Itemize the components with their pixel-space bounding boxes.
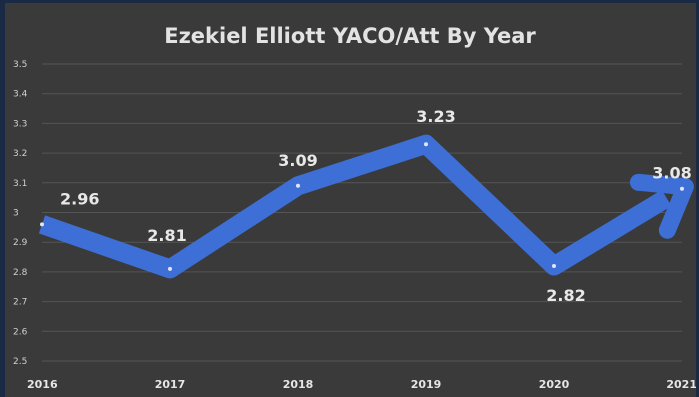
x-tick-label: 2017	[155, 378, 186, 391]
series-line	[38, 134, 694, 279]
y-tick-label: 2.9	[13, 238, 28, 248]
y-tick-label: 3.4	[13, 90, 28, 100]
trend-arrow-head	[629, 173, 694, 239]
data-point	[168, 266, 172, 271]
x-axis: 2016 2017 2018 2019 2020 2021	[27, 378, 696, 391]
y-tick-label: 2.5	[13, 357, 27, 367]
x-tick-label: 2016	[27, 378, 58, 391]
data-label: 3.08	[652, 164, 691, 183]
y-axis: 2.5 2.6 2.7 2.8 2.9 3 3.1 3.2 3.3 3.4 3.5	[13, 60, 28, 367]
line-chart: Ezekiel Elliott YACO/Att By Year 2.52.62…	[13, 24, 696, 391]
data-point	[552, 263, 556, 268]
data-label: 3.09	[278, 151, 317, 170]
data-points	[40, 142, 684, 271]
series-line-path	[38, 134, 672, 279]
y-tick-label: 3.3	[13, 119, 27, 129]
data-label: 2.82	[546, 286, 585, 305]
y-tick-label: 3.1	[13, 179, 27, 189]
data-point	[424, 142, 428, 147]
data-labels: 2.96 2.81 3.09 3.23 2.82 3.08	[60, 107, 692, 305]
data-label: 2.96	[60, 189, 99, 208]
chart-title: Ezekiel Elliott YACO/Att By Year	[164, 24, 536, 48]
y-tick-label: 3	[13, 209, 19, 219]
x-tick-label: 2020	[539, 378, 570, 391]
y-tick-label: 2.7	[13, 298, 27, 308]
x-tick-label: 2019	[411, 378, 442, 391]
data-point	[680, 186, 684, 191]
y-tick-label: 2.8	[13, 268, 28, 278]
data-label: 2.81	[147, 226, 186, 245]
x-tick-label: 2018	[283, 378, 314, 391]
chart-frame: Ezekiel Elliott YACO/Att By Year 2.5 2.6 2…	[5, 3, 696, 397]
y-tick-label: 3.2	[13, 149, 27, 159]
y-tick-label: 2.6	[13, 327, 28, 337]
data-label: 3.23	[416, 107, 455, 126]
data-point	[40, 222, 44, 227]
y-tick-label: 3.5	[13, 60, 27, 70]
data-point	[296, 183, 300, 188]
gridlines	[42, 63, 682, 362]
x-tick-label: 2021	[666, 378, 696, 391]
